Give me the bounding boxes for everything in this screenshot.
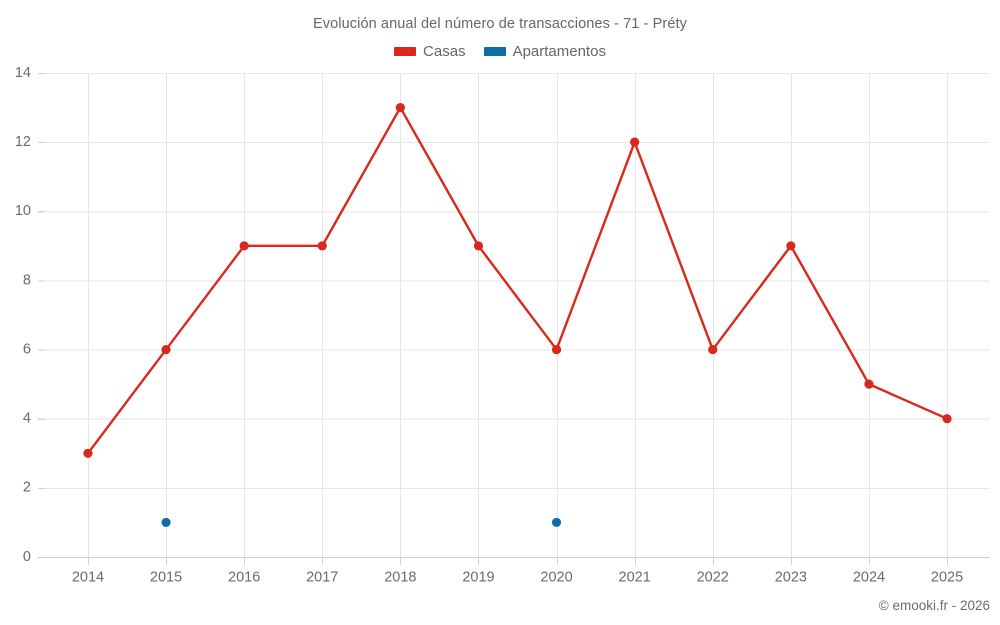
y-tick-label: 6	[23, 341, 31, 357]
legend-entry-casas[interactable]: Casas	[394, 44, 466, 59]
x-axis-tick-labels: 2014 2015 2016 2017 2018 2019 2020 2021 2022 2023…	[72, 570, 963, 586]
series-line-casas	[86, 106, 949, 455]
horizontal-gridlines	[45, 73, 990, 489]
y-tick-label: 4	[23, 411, 31, 427]
data-point[interactable]	[551, 344, 562, 355]
legend-label-apartamentos: Apartamentos	[512, 43, 606, 60]
x-tick-label: 2017	[306, 570, 338, 586]
data-point[interactable]	[317, 241, 327, 251]
data-point[interactable]	[239, 241, 249, 251]
legend-label-casas: Casas	[423, 43, 466, 60]
vertical-gridlines	[88, 73, 948, 557]
x-tick-label: 2020	[540, 570, 572, 586]
y-axis-tick-labels: 0 2 4 6 8 10 12 14	[15, 65, 31, 565]
data-point[interactable]	[161, 517, 171, 528]
x-tick-label: 2021	[619, 570, 651, 586]
data-point[interactable]	[942, 414, 952, 424]
y-tick-label: 2	[23, 480, 31, 496]
chart-legend: Casas Apartamentos	[0, 44, 1000, 59]
y-tick-label: 14	[15, 65, 31, 81]
x-tick-label: 2018	[384, 570, 416, 586]
y-tick-label: 12	[15, 134, 31, 150]
series-lines	[86, 106, 949, 455]
legend-swatch-apartamentos	[483, 47, 506, 56]
chart-title: Evolución anual del número de transaccio…	[313, 16, 687, 32]
data-point[interactable]	[83, 448, 93, 458]
data-point[interactable]	[864, 379, 874, 389]
data-point[interactable]	[708, 344, 718, 355]
copyright-credit: © emooki.fr - 2026	[878, 598, 990, 613]
x-tick-label: 2015	[150, 570, 182, 586]
x-tick-label: 2022	[697, 570, 729, 586]
x-tick-label: 2023	[775, 570, 807, 586]
x-tick-label: 2014	[72, 570, 104, 586]
legend-entry-apartamentos[interactable]: Apartamentos	[483, 43, 606, 60]
series-data-points	[83, 102, 952, 528]
x-tick-label: 2025	[931, 570, 963, 586]
data-point[interactable]	[473, 241, 484, 251]
x-tick-label: 2024	[853, 570, 885, 586]
data-point[interactable]	[395, 102, 405, 113]
axis-tickmarks	[38, 72, 949, 565]
y-tick-label: 8	[23, 272, 31, 288]
y-tick-label: 10	[15, 203, 31, 219]
data-point[interactable]	[551, 517, 562, 528]
x-tick-label: 2019	[462, 570, 494, 586]
data-point[interactable]	[630, 137, 640, 147]
x-tick-label: 2016	[228, 570, 260, 586]
data-point[interactable]	[161, 344, 171, 355]
data-point[interactable]	[786, 241, 796, 251]
y-tick-label: 0	[23, 549, 31, 565]
legend-swatch-casas	[394, 47, 417, 56]
